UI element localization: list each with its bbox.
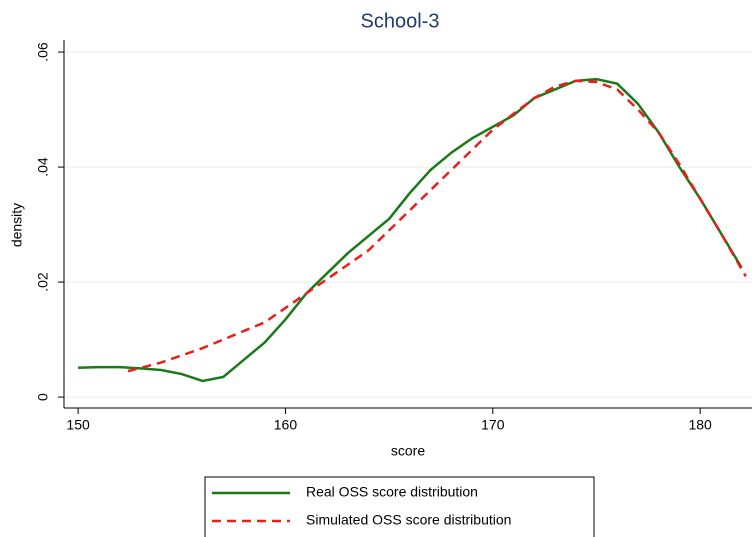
y-tick-label: .04 — [35, 157, 51, 177]
y-tick-label: .06 — [35, 42, 51, 62]
x-axis-label: score — [391, 443, 425, 459]
y-tick-label: .02 — [35, 272, 51, 292]
legend-box — [204, 476, 595, 537]
x-tick-label: 180 — [688, 417, 712, 433]
x-tick-label: 170 — [481, 417, 505, 433]
line-series — [127, 79, 747, 373]
chart-title: School-3 — [361, 10, 440, 32]
y-axis-label: density — [9, 203, 25, 247]
legend-label: Simulated OSS score distribution — [306, 512, 511, 528]
x-tick-label: 150 — [66, 417, 90, 433]
line-series — [78, 77, 743, 383]
y-tick-label: 0 — [35, 393, 51, 401]
legend-label: Real OSS score distribution — [306, 484, 478, 500]
x-tick-label: 160 — [274, 417, 298, 433]
